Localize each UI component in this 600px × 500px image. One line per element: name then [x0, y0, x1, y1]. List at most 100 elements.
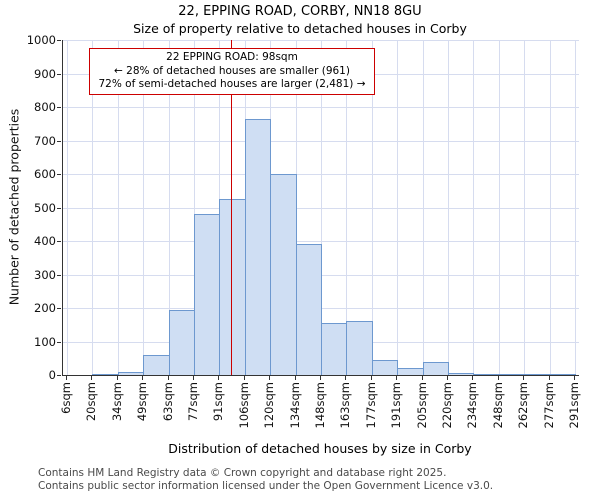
- y-tick-label: 300: [34, 267, 56, 282]
- histogram-bar: [219, 199, 246, 375]
- x-tick-mark: [574, 376, 575, 380]
- y-tick-mark: [57, 241, 61, 242]
- x-tick-mark: [269, 376, 271, 380]
- x-tick-label: 234sqm: [465, 382, 480, 429]
- x-tick-label: 20sqm: [84, 382, 99, 422]
- histogram-bar: [92, 374, 119, 375]
- x-axis-label: Distribution of detached houses by size …: [168, 441, 472, 456]
- histogram-bar: [473, 374, 500, 375]
- x-tick-mark: [116, 376, 118, 380]
- y-tick-label: 1000: [26, 33, 56, 47]
- y-tick-label: 100: [34, 334, 56, 349]
- y-tick-mark: [57, 140, 61, 142]
- y-tick-label: 600: [34, 167, 56, 181]
- x-tick-label: 177sqm: [363, 382, 378, 429]
- gridline-v: [498, 40, 500, 375]
- gridline-v: [67, 40, 68, 375]
- histogram-bar: [321, 323, 348, 375]
- y-tick-mark: [57, 107, 61, 108]
- annotation-box: 22 EPPING ROAD: 98sqm ← 28% of detached …: [89, 48, 375, 95]
- x-tick-label: 120sqm: [262, 382, 277, 429]
- chart-subtitle: Size of property relative to detached ho…: [133, 21, 467, 36]
- x-tick-mark: [294, 376, 296, 380]
- gridline-v: [524, 40, 526, 375]
- x-tick-label: 34sqm: [109, 382, 124, 422]
- histogram-bar: [143, 354, 170, 375]
- gridline-v: [575, 40, 576, 375]
- histogram-bar: [270, 174, 297, 375]
- x-tick-label: 191sqm: [389, 382, 404, 429]
- y-tick-mark: [57, 341, 61, 343]
- chart-title: 22, EPPING ROAD, CORBY, NN18 8GU: [178, 4, 422, 19]
- y-tick-label: 800: [34, 100, 56, 114]
- x-tick-mark: [167, 376, 169, 380]
- y-tick-mark: [57, 40, 61, 41]
- footer-line-1: Contains HM Land Registry data © Crown c…: [38, 467, 447, 479]
- gridline-v: [92, 40, 94, 375]
- x-tick-mark: [345, 376, 347, 380]
- x-tick-mark: [66, 376, 67, 380]
- y-tick-label: 0: [48, 368, 56, 382]
- x-tick-label: 291sqm: [567, 382, 581, 429]
- x-tick-label: 277sqm: [541, 382, 556, 429]
- histogram-bar: [422, 361, 449, 375]
- y-tick-label: 900: [34, 66, 56, 81]
- gridline-v: [397, 40, 399, 375]
- x-tick-mark: [523, 376, 525, 380]
- x-tick-mark: [396, 376, 398, 380]
- y-tick-mark: [57, 375, 61, 376]
- annotation-line-3: 72% of semi-detached houses are larger (…: [98, 78, 366, 91]
- histogram-bar: [117, 371, 145, 375]
- y-tick-mark: [57, 274, 61, 276]
- gridline-v: [143, 40, 145, 375]
- x-tick-mark: [548, 376, 550, 380]
- x-tick-label: 148sqm: [313, 382, 327, 429]
- gridline-v: [371, 40, 373, 375]
- annotation-line-2: ← 28% of detached houses are smaller (96…: [114, 64, 350, 77]
- y-tick-label: 400: [34, 234, 56, 248]
- histogram-bar: [498, 374, 526, 375]
- histogram-bar: [448, 373, 475, 375]
- footer: Contains HM Land Registry data © Crown c…: [38, 467, 493, 492]
- gridline-v: [168, 40, 170, 375]
- gridline-v: [422, 40, 424, 375]
- x-tick-mark: [421, 376, 423, 380]
- y-tick-label: 200: [34, 301, 56, 315]
- x-tick-label: 91sqm: [211, 382, 226, 422]
- x-tick-mark: [218, 376, 220, 380]
- gridline-v: [321, 40, 322, 375]
- x-tick-label: 49sqm: [135, 382, 150, 422]
- gridline-v: [117, 40, 119, 375]
- x-tick-mark: [91, 376, 93, 380]
- gridline-v: [448, 40, 449, 375]
- x-tick-mark: [370, 376, 372, 380]
- x-tick-label: 262sqm: [516, 382, 531, 429]
- x-tick-mark: [497, 376, 499, 380]
- x-tick-label: 63sqm: [160, 382, 175, 422]
- gridline-v: [549, 40, 551, 375]
- x-tick-mark: [447, 376, 448, 380]
- plot-area: 22 EPPING ROAD: 98sqm ← 28% of detached …: [62, 40, 579, 376]
- y-tick-mark: [57, 174, 61, 175]
- histogram-bar: [524, 374, 551, 375]
- gridline-v: [473, 40, 475, 375]
- x-tick-mark: [142, 376, 144, 380]
- y-tick-mark: [57, 73, 61, 75]
- x-tick-label: 6sqm: [59, 382, 73, 414]
- histogram-bar: [168, 309, 195, 375]
- y-tick-mark: [57, 308, 61, 309]
- x-tick-label: 205sqm: [414, 382, 429, 429]
- y-tick-label: 700: [34, 133, 56, 148]
- x-tick-mark: [320, 376, 321, 380]
- y-tick-mark: [57, 207, 61, 209]
- x-tick-label: 220sqm: [440, 382, 454, 429]
- histogram-bar: [397, 368, 424, 375]
- x-tick-mark: [193, 376, 194, 380]
- x-tick-label: 77sqm: [186, 382, 200, 422]
- gridline-v: [346, 40, 348, 375]
- histogram-bar: [371, 359, 399, 375]
- footer-line-2: Contains public sector information licen…: [38, 479, 494, 492]
- x-tick-label: 163sqm: [338, 382, 353, 429]
- y-tick-label: 500: [34, 200, 56, 215]
